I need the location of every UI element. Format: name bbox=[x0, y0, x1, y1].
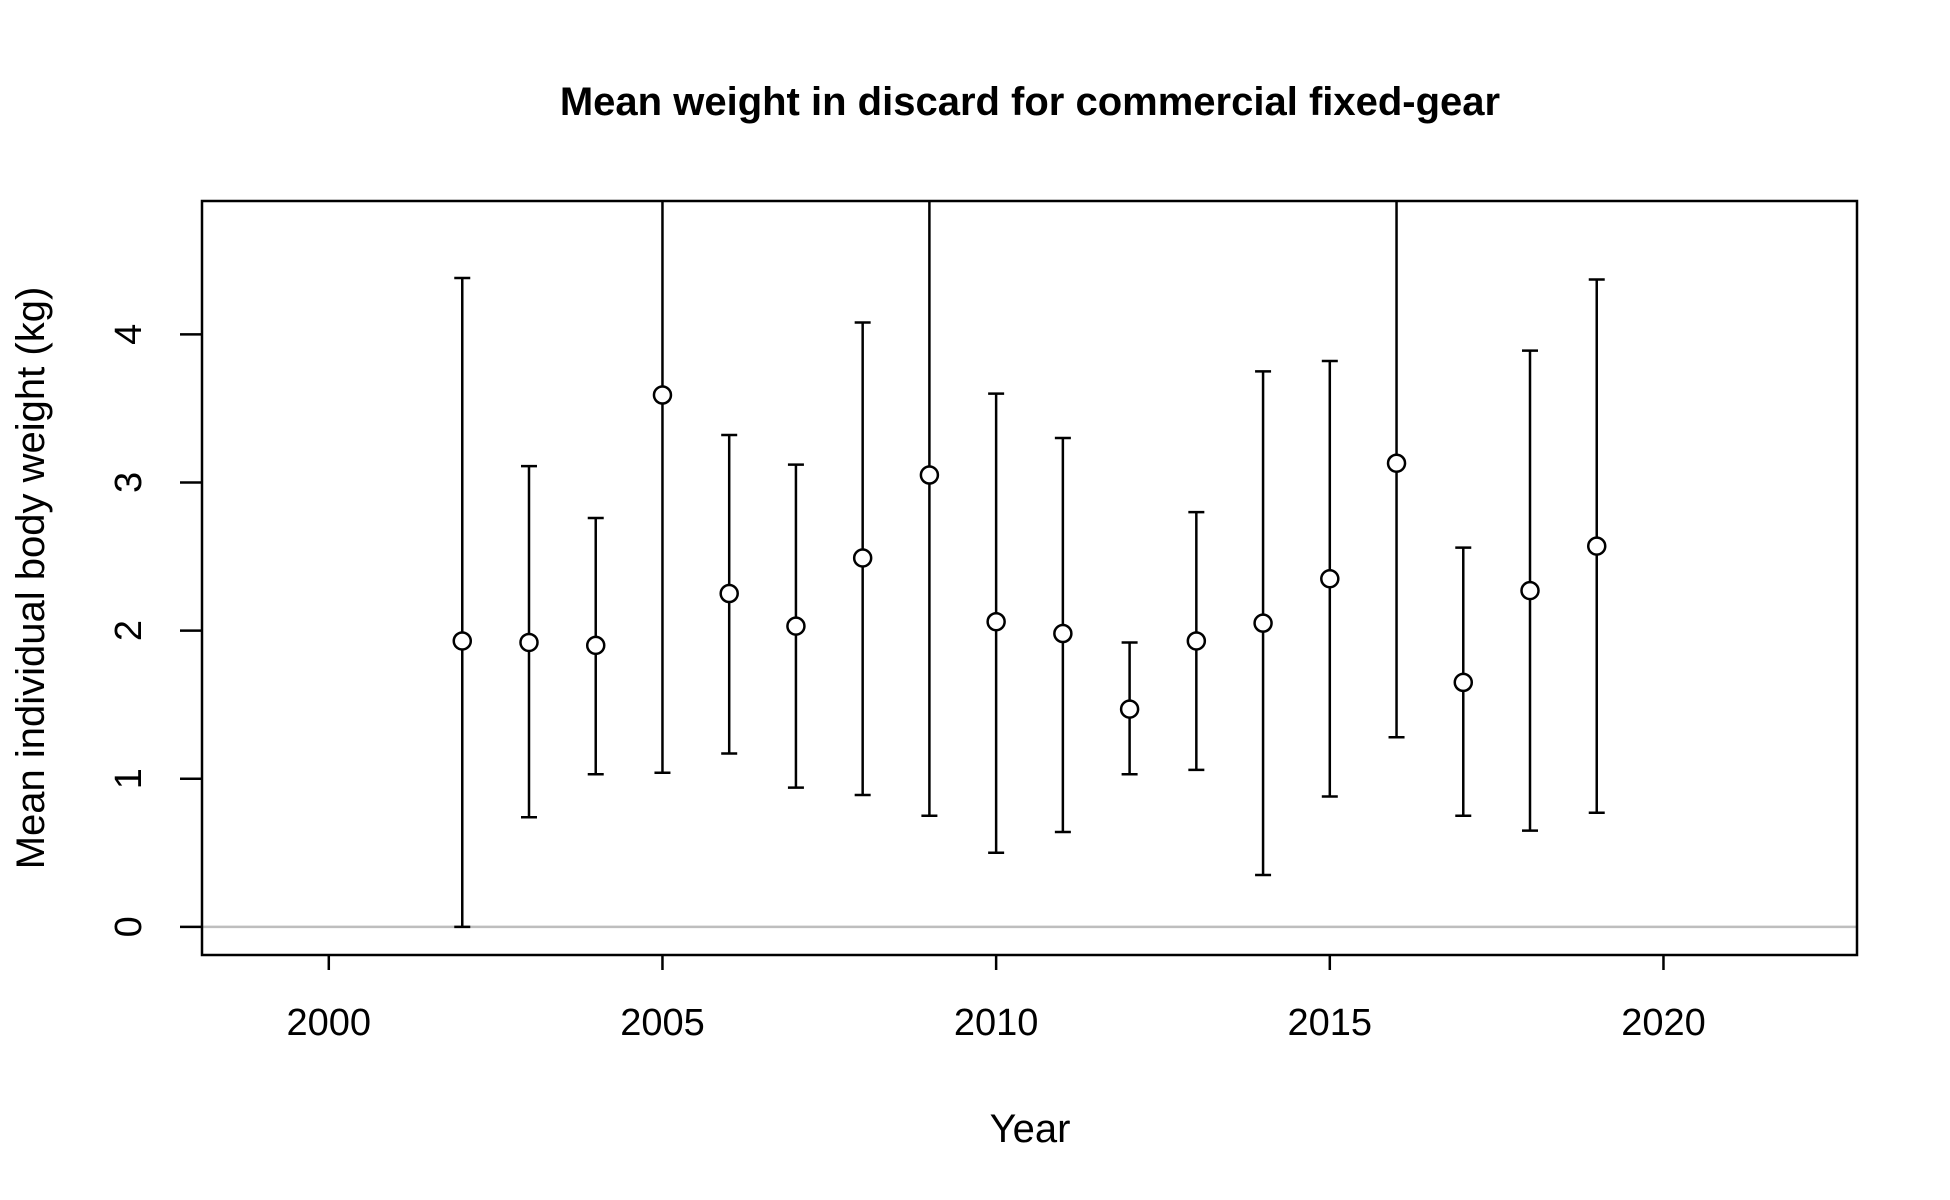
error-bar-2019 bbox=[1588, 280, 1605, 813]
y-axis: 0 1 2 3 4 bbox=[108, 324, 202, 938]
data-point-2019 bbox=[1588, 538, 1605, 555]
x-tick-label-2010: 2010 bbox=[954, 1002, 1039, 1044]
marks-layer bbox=[454, 0, 1605, 927]
error-bar-2015 bbox=[1321, 361, 1338, 797]
data-point-2010 bbox=[988, 613, 1005, 630]
data-point-2016 bbox=[1388, 455, 1405, 472]
data-point-2009 bbox=[921, 467, 938, 484]
data-point-2008 bbox=[854, 550, 871, 567]
error-bar-2006 bbox=[721, 435, 738, 753]
plot-frame bbox=[202, 201, 1857, 955]
x-tick-label-2015: 2015 bbox=[1288, 1002, 1373, 1044]
data-point-2011 bbox=[1054, 625, 1071, 642]
error-bar-2013 bbox=[1188, 512, 1205, 770]
error-bar-2003 bbox=[520, 466, 537, 817]
x-axis: 2000 2005 2010 2015 2020 bbox=[287, 955, 1706, 1044]
data-point-2017 bbox=[1455, 674, 1472, 691]
data-point-2005 bbox=[654, 387, 671, 404]
error-bar-2017 bbox=[1455, 548, 1472, 816]
data-point-2013 bbox=[1188, 632, 1205, 649]
error-bar-2018 bbox=[1522, 351, 1539, 831]
error-bar-2014 bbox=[1255, 371, 1272, 875]
data-point-2018 bbox=[1522, 582, 1539, 599]
data-point-2004 bbox=[587, 637, 604, 654]
data-point-2014 bbox=[1255, 615, 1272, 632]
y-tick-label-0: 0 bbox=[108, 916, 150, 937]
x-tick-label-2000: 2000 bbox=[287, 1002, 372, 1044]
error-bar-2011 bbox=[1054, 438, 1071, 832]
y-axis-title: Mean individual body weight (kg) bbox=[9, 287, 53, 870]
error-bar-2007 bbox=[787, 465, 804, 788]
data-point-2012 bbox=[1121, 701, 1138, 718]
x-tick-label-2005: 2005 bbox=[620, 1002, 705, 1044]
error-bar-2002 bbox=[454, 278, 471, 927]
data-point-2015 bbox=[1321, 570, 1338, 587]
chart-title: Mean weight in discard for commercial fi… bbox=[560, 80, 1500, 124]
error-bar-2008 bbox=[854, 322, 871, 795]
error-bar-2004 bbox=[587, 518, 604, 774]
y-tick-label-4: 4 bbox=[108, 324, 150, 345]
y-tick-label-3: 3 bbox=[108, 472, 150, 493]
data-point-2002 bbox=[454, 632, 471, 649]
data-point-2007 bbox=[787, 618, 804, 635]
y-tick-label-1: 1 bbox=[108, 768, 150, 789]
x-tick-label-2020: 2020 bbox=[1621, 1002, 1706, 1044]
y-tick-label-2: 2 bbox=[108, 620, 150, 641]
data-point-2006 bbox=[721, 585, 738, 602]
x-axis-title: Year bbox=[990, 1107, 1071, 1151]
data-point-2003 bbox=[520, 634, 537, 651]
error-bar-2010 bbox=[988, 394, 1005, 853]
error-bar-2012 bbox=[1121, 642, 1138, 774]
